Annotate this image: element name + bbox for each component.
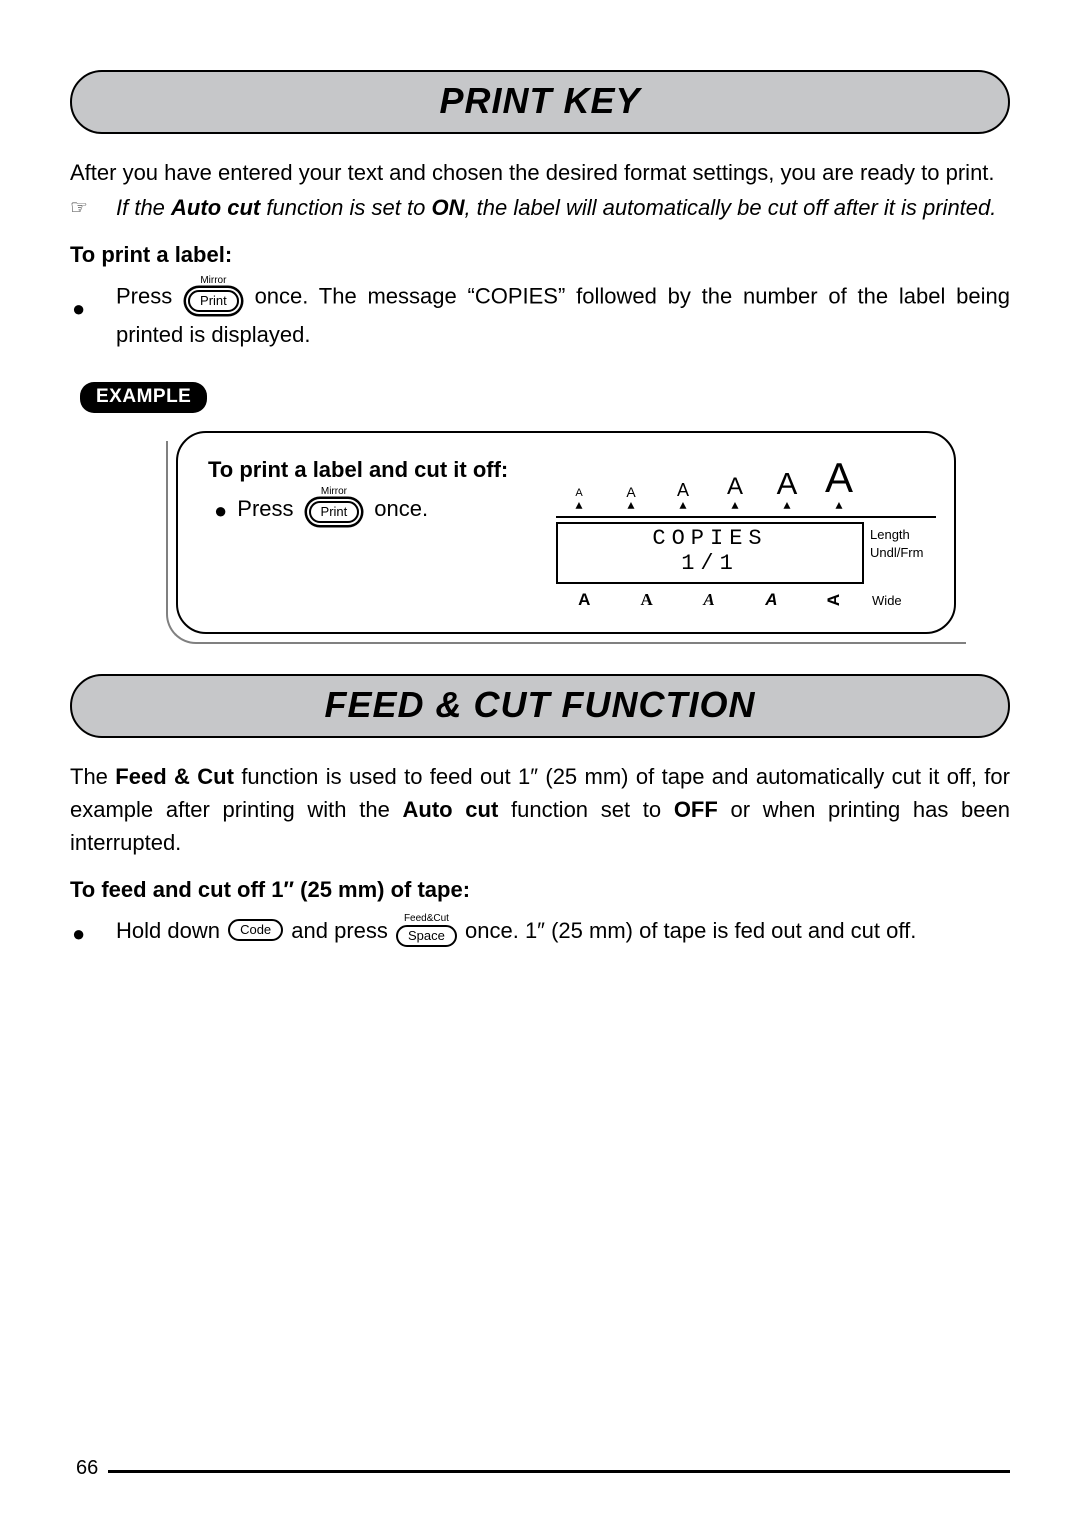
step-text-feedcut: Hold down Code and press Feed&Cut Space …	[116, 913, 1010, 949]
p-b1: Feed & Cut	[115, 764, 234, 789]
style-a-shadow: A	[685, 590, 733, 610]
print-key-icon: Mirror Print	[306, 487, 363, 526]
subhead-print-label: To print a label:	[70, 242, 1010, 268]
size-a: A	[575, 488, 582, 499]
triangle-icon: ▲	[835, 500, 842, 512]
step-row-feedcut: ● Hold down Code and press Feed&Cut Spac…	[70, 913, 1010, 949]
lcd-screen: COPIES 1/1 Length Undl/Frm	[556, 522, 936, 584]
example-title: To print a label and cut it off:	[208, 457, 538, 483]
lcd-divider	[556, 516, 936, 518]
footer-rule: 66	[70, 1470, 1010, 1473]
p-prefix: The	[70, 764, 115, 789]
style-a-outline: A	[622, 590, 670, 610]
size-a: A	[825, 457, 853, 499]
note-bold-autocut: Auto cut	[171, 195, 260, 220]
p-b3: OFF	[674, 797, 718, 822]
note-suffix: , the label will automatically be cut of…	[464, 195, 996, 220]
key-label: Space	[396, 925, 457, 947]
section-title: PRINT KEY	[439, 80, 640, 121]
note-mid: function is set to	[260, 195, 431, 220]
example-step: ● Press Mirror Print once.	[208, 489, 538, 528]
subhead-feed-cut: To feed and cut off 1″ (25 mm) of tape:	[70, 877, 1010, 903]
note-text: If the Auto cut function is set to ON, t…	[116, 191, 1010, 224]
section-header-print-key: PRINT KEY	[70, 70, 1010, 134]
ex-suffix: once.	[374, 496, 428, 522]
key-super: Mirror	[200, 276, 226, 286]
lcd-bottom-indicators: A A A A A Wide	[556, 584, 936, 610]
pointer-icon: ☞	[70, 191, 98, 224]
side-length: Length	[870, 526, 936, 544]
step-suffix: once. The message “COPIES” followed by t…	[116, 283, 1010, 347]
key-label: Code	[228, 919, 283, 941]
note-prefix: If the	[116, 195, 171, 220]
print-key-icon: Mirror Print	[185, 276, 242, 315]
lcd-line2: 1/1	[566, 551, 854, 576]
bullet-icon: ●	[70, 913, 98, 947]
triangle-icon: ▲	[627, 500, 634, 512]
style-a-bold: A	[560, 590, 608, 610]
triangle-icon: ▲	[783, 500, 790, 512]
note-row: ☞ If the Auto cut function is set to ON,…	[70, 191, 1010, 224]
triangle-icon: ▲	[679, 500, 686, 512]
lcd-top-indicators: A▲ A▲ A▲ A▲ A▲ A▲	[556, 457, 936, 514]
key-label: Print	[309, 501, 360, 523]
page-footer: 66	[70, 1470, 1010, 1473]
lcd-side-labels: Length Undl/Frm	[870, 522, 936, 584]
note-bold-on: ON	[431, 195, 464, 220]
size-a: A	[777, 468, 798, 499]
manual-page: PRINT KEY After you have entered your te…	[0, 0, 1080, 1529]
example-container: To print a label and cut it off: ● Press…	[176, 431, 956, 634]
key-super: Mirror	[321, 487, 347, 497]
lcd-display: A▲ A▲ A▲ A▲ A▲ A▲ COPIES 1/1 Length	[556, 457, 936, 610]
style-a-vertical: A	[824, 576, 844, 624]
key-label: Print	[188, 290, 239, 312]
size-a: A	[727, 475, 743, 499]
lcd-text-box: COPIES 1/1	[556, 522, 864, 584]
step-prefix: Press	[116, 283, 183, 308]
size-a: A	[626, 485, 635, 499]
page-number: 66	[70, 1457, 108, 1480]
p-b2: Auto cut	[403, 797, 499, 822]
side-undlfrm: Undl/Frm	[870, 544, 936, 562]
step2-mid: and press	[291, 918, 394, 943]
key-super: Feed&Cut	[404, 914, 449, 924]
example-left: To print a label and cut it off: ● Press…	[208, 457, 538, 610]
triangle-icon: ▲	[575, 500, 582, 512]
step-text: Press Mirror Print once. The message “CO…	[116, 278, 1010, 352]
feedcut-paragraph: The Feed & Cut function is used to feed …	[70, 760, 1010, 859]
bullet-icon: ●	[70, 278, 98, 322]
bullet-icon: ●	[214, 494, 227, 524]
code-key-icon: Code	[228, 919, 283, 941]
triangle-icon: ▲	[731, 500, 738, 512]
lcd-line1: COPIES	[566, 526, 854, 551]
section-header-feed-cut: FEED & CUT FUNCTION	[70, 674, 1010, 738]
example-frame: To print a label and cut it off: ● Press…	[176, 431, 956, 634]
space-key-icon: Feed&Cut Space	[396, 914, 457, 947]
wide-label: Wide	[872, 593, 932, 608]
step2-prefix: Hold down	[116, 918, 226, 943]
step-row: ● Press Mirror Print once. The message “…	[70, 278, 1010, 352]
section-title: FEED & CUT FUNCTION	[325, 684, 756, 725]
step2-suffix: once. 1″ (25 mm) of tape is fed out and …	[465, 918, 916, 943]
style-a-italic: A	[747, 590, 795, 610]
size-a: A	[677, 481, 689, 499]
p-mid2: function set to	[498, 797, 674, 822]
ex-prefix: Press	[237, 496, 293, 522]
example-badge: EXAMPLE	[80, 382, 207, 413]
intro-paragraph: After you have entered your text and cho…	[70, 156, 1010, 189]
